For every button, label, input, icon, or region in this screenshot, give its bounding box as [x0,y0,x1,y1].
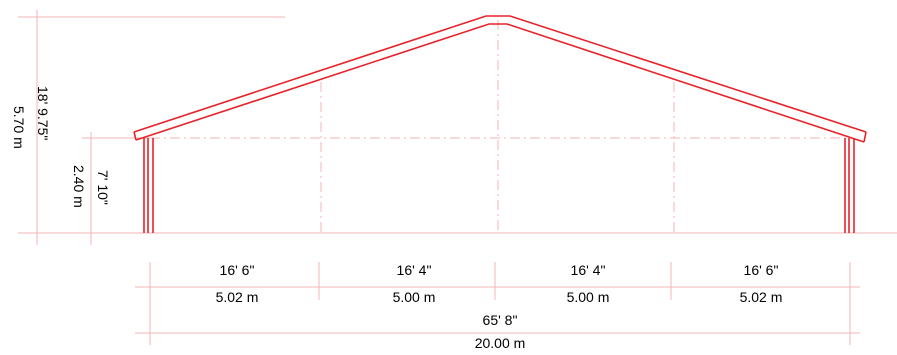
bay-1-metric-label: 5.02 m [216,289,259,305]
right-rafter [498,15,867,143]
bay-3-metric-label: 5.00 m [567,289,610,305]
eave-height-imperial-label: 7' 10" [95,170,111,205]
bay-2-imperial-label: 16' 4" [397,262,432,278]
total-height-metric-label: 5.70 m [11,106,27,149]
overall-width-imperial-label: 65' 8" [483,312,518,328]
right-column [844,138,855,233]
bay-4-metric-label: 5.02 m [740,289,783,305]
bay-1-imperial-label: 16' 6" [220,262,255,278]
overall-width-metric-label: 20.00 m [475,335,526,350]
total-height-imperial-label: 18' 9.75" [35,86,51,140]
eave-height-metric-label: 2.40 m [71,165,87,208]
bay-3-imperial-label: 16' 4" [571,262,606,278]
left-rafter [133,15,498,141]
bay-2-metric-label: 5.00 m [393,289,436,305]
bay-4-imperial-label: 16' 6" [744,262,779,278]
left-column [143,138,154,233]
